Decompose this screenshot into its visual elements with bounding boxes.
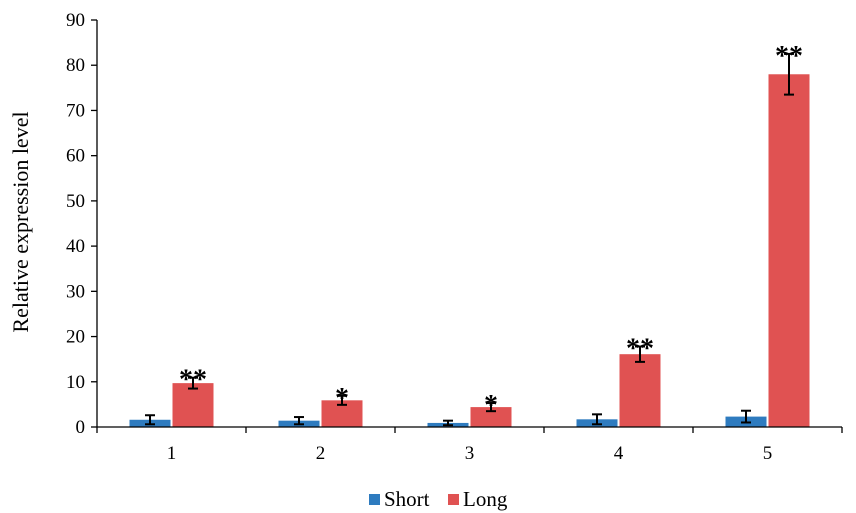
bar-long-1 <box>172 383 214 427</box>
legend-swatch-long <box>448 494 459 505</box>
y-tick-label: 50 <box>66 191 85 212</box>
y-tick-label: 0 <box>76 417 86 438</box>
bar-long-4 <box>619 354 661 427</box>
x-tick-label: 5 <box>763 443 773 464</box>
bar-long-3 <box>470 407 512 427</box>
significance-marker: ** <box>626 334 654 365</box>
x-tick-label: 2 <box>316 443 326 464</box>
y-tick-label: 20 <box>66 327 85 348</box>
y-tick-label: 10 <box>66 372 85 393</box>
significance-marker: ** <box>179 365 207 396</box>
x-tick-label: 4 <box>614 443 624 464</box>
legend-label-short: Short <box>384 487 430 511</box>
significance-marker: ** <box>775 41 803 72</box>
y-tick-label: 90 <box>66 10 85 31</box>
x-tick-label: 1 <box>167 443 177 464</box>
legend-swatch-short <box>369 494 380 505</box>
bar-long-5 <box>768 74 810 428</box>
y-tick-label: 60 <box>66 146 85 167</box>
x-tick-label: 3 <box>465 443 475 464</box>
significance-marker: * <box>335 383 349 414</box>
y-axis-label: Relative expression level <box>8 111 33 332</box>
significance-marker: * <box>484 390 498 421</box>
y-tick-label: 30 <box>66 281 85 302</box>
y-tick-label: 40 <box>66 236 85 257</box>
y-tick-label: 80 <box>66 55 85 76</box>
legend-label-long: Long <box>463 487 508 511</box>
legend: Short Long <box>369 487 508 511</box>
y-tick-label: 70 <box>66 100 85 121</box>
